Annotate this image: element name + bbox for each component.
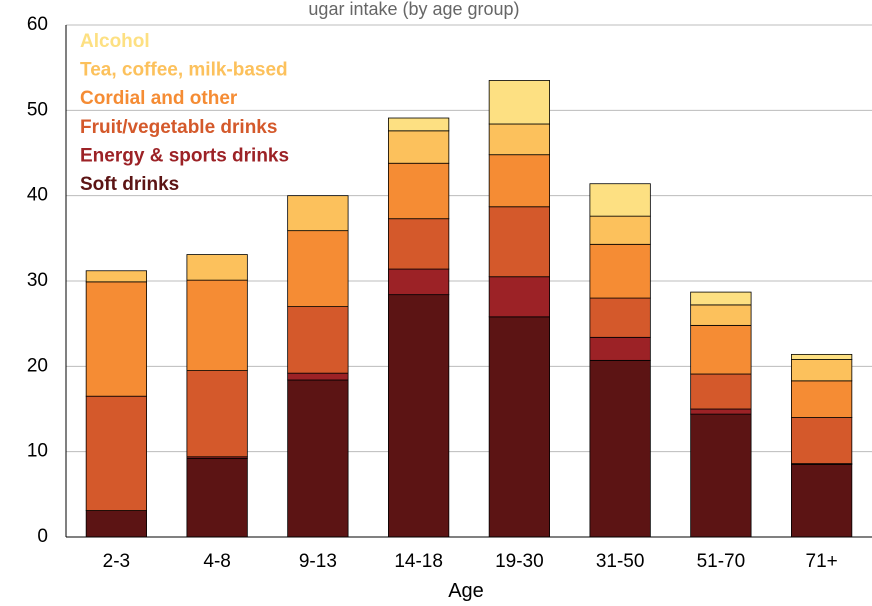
bars bbox=[85, 80, 853, 538]
x-axis-ticks: 2-3 4-8 9-13 14-18 19-30 31-50 51-70 71+ bbox=[103, 551, 838, 572]
bar-stack-9-13 bbox=[287, 195, 349, 538]
bar-segment-energy-sports-drinks bbox=[387, 268, 450, 296]
bar-segment-tea-coffee-milk-based bbox=[791, 359, 853, 382]
bar-segment-soft-drinks bbox=[287, 379, 349, 538]
bar-stack-71 bbox=[791, 353, 853, 538]
x-tick-label: 4-8 bbox=[203, 551, 230, 572]
bar-segment-energy-sports-drinks bbox=[287, 372, 349, 381]
y-tick-label: 40 bbox=[27, 185, 48, 206]
y-tick-label: 10 bbox=[27, 441, 48, 462]
bar-segment-fruit-vegetable-drinks bbox=[791, 417, 853, 465]
x-tick-label: 71+ bbox=[806, 551, 838, 572]
y-tick-label: 30 bbox=[27, 270, 48, 291]
bar-segment-cordial-and-other bbox=[85, 281, 148, 397]
y-tick-label: 0 bbox=[37, 526, 48, 547]
legend-item-tea-coffee-milk-based: Tea, coffee, milk-based bbox=[80, 60, 288, 81]
bar-segment-tea-coffee-milk-based bbox=[85, 270, 148, 283]
bar-segment-cordial-and-other bbox=[690, 324, 752, 375]
bar-segment-soft-drinks bbox=[85, 510, 148, 538]
bar-segment-alcohol bbox=[488, 80, 550, 125]
bar-segment-cordial-and-other bbox=[488, 154, 550, 208]
bar-segment-cordial-and-other bbox=[287, 230, 349, 307]
bar-stack-2-3 bbox=[85, 270, 148, 538]
bar-stack-14-18 bbox=[387, 117, 450, 538]
bar-segment-alcohol bbox=[387, 117, 450, 132]
legend-item-cordial-and-other: Cordial and other bbox=[80, 88, 238, 109]
bar-segment-cordial-and-other bbox=[791, 380, 853, 418]
bar-segment-fruit-vegetable-drinks bbox=[85, 395, 148, 511]
bar-segment-soft-drinks bbox=[387, 294, 450, 538]
bar-segment-fruit-vegetable-drinks bbox=[690, 373, 752, 410]
bar-segment-alcohol bbox=[791, 353, 853, 360]
bar-segment-energy-sports-drinks bbox=[488, 276, 550, 318]
bar-stack-31-50 bbox=[589, 183, 651, 538]
y-axis-ticks: 0 10 20 30 40 50 60 bbox=[27, 14, 48, 547]
bar-segment-cordial-and-other bbox=[186, 279, 248, 371]
x-tick-label: 51-70 bbox=[697, 551, 746, 572]
y-tick-label: 20 bbox=[27, 355, 48, 376]
x-tick-label: 2-3 bbox=[103, 551, 130, 572]
bar-segment-tea-coffee-milk-based bbox=[387, 130, 450, 164]
bar-segment-tea-coffee-milk-based bbox=[488, 123, 550, 156]
x-tick-label: 14-18 bbox=[394, 551, 443, 572]
bar-segment-soft-drinks bbox=[791, 464, 853, 538]
legend-item-soft-drinks: Soft drinks bbox=[80, 174, 179, 195]
bar-segment-soft-drinks bbox=[690, 413, 752, 538]
bar-segment-energy-sports-drinks bbox=[589, 336, 651, 361]
bar-segment-cordial-and-other bbox=[387, 162, 450, 220]
legend: Alcohol Tea, coffee, milk-based Cordial an… bbox=[80, 31, 289, 195]
y-tick-label: 50 bbox=[27, 99, 48, 120]
bar-segment-alcohol bbox=[589, 183, 651, 217]
y-tick-label: 60 bbox=[27, 14, 48, 35]
x-tick-label: 31-50 bbox=[596, 551, 645, 572]
bar-segment-fruit-vegetable-drinks bbox=[387, 218, 450, 270]
legend-item-fruit-vegetable-drinks: Fruit/vegetable drinks bbox=[80, 117, 277, 138]
bar-segment-soft-drinks bbox=[186, 458, 248, 538]
bar-segment-tea-coffee-milk-based bbox=[186, 254, 248, 281]
bar-segment-fruit-vegetable-drinks bbox=[186, 370, 248, 458]
bar-stack-51-70 bbox=[690, 291, 752, 538]
x-tick-label: 9-13 bbox=[299, 551, 337, 572]
bar-segment-tea-coffee-milk-based bbox=[287, 195, 349, 232]
legend-item-energy-sports-drinks: Energy & sports drinks bbox=[80, 145, 289, 166]
bar-stack-19-30 bbox=[488, 80, 550, 538]
bar-segment-soft-drinks bbox=[488, 316, 550, 538]
bar-segment-alcohol bbox=[690, 291, 752, 306]
bar-stack-4-8 bbox=[186, 254, 248, 538]
bar-segment-energy-sports-drinks bbox=[690, 408, 752, 415]
bar-segment-fruit-vegetable-drinks bbox=[488, 206, 550, 278]
x-axis-title: Age bbox=[448, 580, 484, 602]
bar-segment-fruit-vegetable-drinks bbox=[287, 306, 349, 374]
bar-segment-soft-drinks bbox=[589, 359, 651, 538]
bar-segment-tea-coffee-milk-based bbox=[690, 304, 752, 326]
legend-item-alcohol: Alcohol bbox=[80, 31, 150, 52]
bar-segment-cordial-and-other bbox=[589, 243, 651, 299]
x-tick-label: 19-30 bbox=[495, 551, 544, 572]
bar-segment-tea-coffee-milk-based bbox=[589, 215, 651, 245]
bar-segment-fruit-vegetable-drinks bbox=[589, 297, 651, 338]
chart-title: ugar intake (by age group) bbox=[308, 0, 519, 19]
